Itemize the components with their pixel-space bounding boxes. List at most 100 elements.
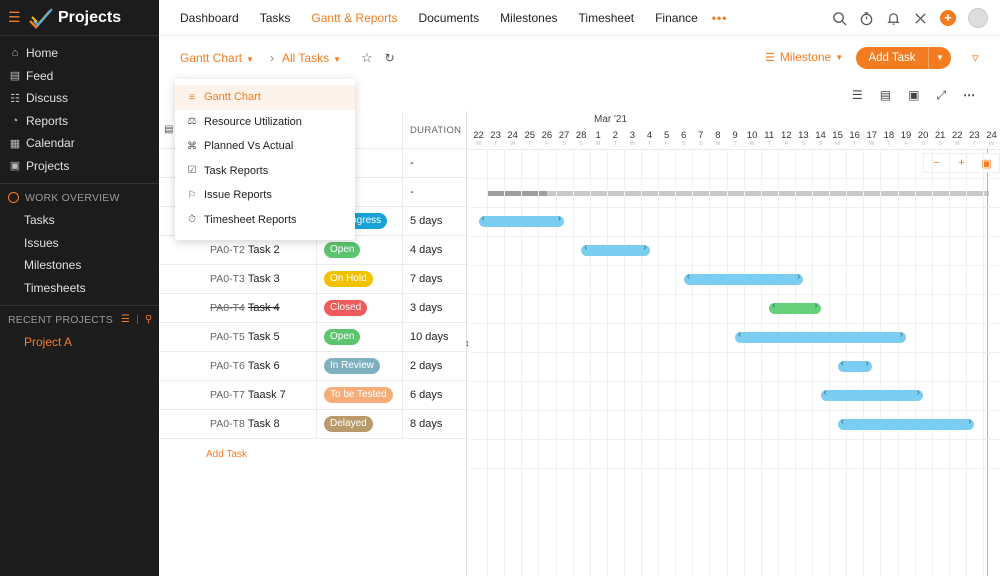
recent-project-item[interactable]: Project A	[24, 335, 73, 350]
task-filter-selector[interactable]: All Tasks ▼	[282, 51, 341, 65]
gantt-bar[interactable]	[820, 387, 924, 401]
brand-bar: ☰ Projects	[0, 0, 159, 36]
day-gridline	[743, 149, 745, 576]
gantt-bar[interactable]	[478, 213, 565, 227]
pane-splitter[interactable]	[466, 111, 467, 576]
weekday-label: F	[545, 141, 549, 147]
table-row[interactable]: PA0-T8 Task 8 Delayed 8 days	[159, 410, 469, 439]
work-overview-item-issues[interactable]: Issues	[24, 235, 59, 250]
weekday-label: T	[887, 141, 891, 147]
status-badge[interactable]: Delayed	[324, 416, 373, 432]
timer-icon[interactable]	[859, 11, 874, 26]
add-task-dropdown-button[interactable]: ▼	[928, 47, 951, 69]
duration-value: 4 days	[410, 244, 443, 256]
day-gridline	[726, 149, 728, 576]
tab-tasks[interactable]: Tasks	[259, 10, 291, 25]
table-row[interactable]: PA0-T4 Task 4 Closed 3 days	[159, 294, 469, 323]
bell-icon[interactable]	[886, 11, 901, 26]
tab-documents[interactable]: Documents	[418, 10, 480, 25]
hamburger-menu-icon[interactable]: ☰	[8, 9, 21, 25]
status-badge[interactable]: In Review	[324, 358, 380, 374]
status-badge[interactable]: Open	[324, 329, 361, 345]
discuss-icon: ☷	[10, 92, 20, 105]
settings-sliders-icon[interactable]: ☰	[120, 314, 131, 325]
sidebar-item-reports[interactable]: ◔ Reports	[0, 110, 159, 133]
filter-icon[interactable]: ▿	[972, 50, 979, 65]
status-badge[interactable]: To be Tested	[324, 387, 393, 403]
sidebar-item-feed[interactable]: ▤ Feed	[0, 65, 159, 88]
milestone-selector[interactable]: ☰ Milestone ▼	[765, 50, 843, 64]
favorite-star-icon[interactable]: ☆	[361, 50, 373, 65]
sidebar-item-calendar[interactable]: ▦ Calendar	[0, 132, 159, 155]
tab-finance[interactable]: Finance	[655, 10, 698, 25]
zoom-in-button[interactable]: +	[958, 157, 965, 169]
more-tabs-button[interactable]: •••	[711, 10, 728, 25]
month-label: Mar '21	[594, 114, 628, 125]
add-task-button[interactable]: Add Task	[856, 47, 928, 69]
work-overview-item-tasks[interactable]: Tasks	[24, 213, 55, 228]
work-overview-item-milestones[interactable]: Milestones	[24, 258, 82, 273]
group-icon[interactable]: ☰	[852, 88, 863, 102]
task-name[interactable]: Task 4	[247, 302, 280, 314]
expand-icon[interactable]: ⤢	[936, 88, 947, 102]
sidebar-item-discuss[interactable]: ☷ Discuss	[0, 87, 159, 110]
gantt-timeline: Mar '21 − + ▣ 22 M 23 T 24 W 25 T 26 F 27 S 28 S 1 M 2 T 3…	[470, 111, 1000, 576]
print-icon[interactable]: ▤	[879, 88, 892, 102]
splitter-grip-icon[interactable]: ↕	[465, 338, 470, 348]
summary-bar[interactable]	[487, 191, 989, 196]
add-task-link[interactable]: Add Task	[206, 449, 247, 460]
quick-add-button[interactable]: +	[940, 10, 956, 26]
status-badge[interactable]: Closed	[324, 300, 368, 316]
calendar-icon[interactable]: ▣	[981, 157, 992, 170]
gantt-bar[interactable]	[837, 416, 975, 430]
gantt-bar[interactable]	[735, 329, 907, 343]
menu-item-timesheet-reports[interactable]: ⏱ Timesheet Reports	[175, 208, 355, 233]
sidebar-item-home[interactable]: ⌂ Home	[0, 42, 159, 65]
day-label: 20	[917, 130, 929, 141]
table-row[interactable]: PA0-T2 Task 2 Open 4 days	[159, 236, 469, 265]
task-name[interactable]: Task 8	[247, 418, 280, 430]
refresh-icon[interactable]: ↻	[384, 51, 395, 65]
grid-settings-icon[interactable]: ▤	[164, 124, 174, 135]
task-name[interactable]: Task 2	[247, 244, 280, 256]
task-name[interactable]: Task 6	[247, 360, 280, 372]
tab-milestones[interactable]: Milestones	[500, 10, 558, 25]
calendar-icon[interactable]: ▣	[908, 88, 920, 102]
tab-gantt-reports[interactable]: Gantt & Reports	[311, 10, 398, 25]
menu-item-task-reports[interactable]: ☑ Task Reports	[175, 159, 355, 184]
gantt-bar[interactable]	[683, 271, 804, 285]
status-badge[interactable]: Open	[324, 242, 361, 258]
tab-dashboard[interactable]: Dashboard	[180, 10, 239, 25]
work-overview-item-timesheets[interactable]: Timesheets	[24, 280, 86, 295]
column-divider	[402, 381, 403, 409]
menu-item-gantt-chart[interactable]: ≡ Gantt Chart	[175, 85, 355, 110]
task-name[interactable]: Task 3	[247, 273, 280, 285]
table-row[interactable]: PA0-T3 Task 3 On Hold 7 days	[159, 265, 469, 294]
view-selector[interactable]: Gantt Chart ▼	[180, 51, 254, 65]
view-dropdown-menu: ≡ Gantt Chart ⚖ Resource Utilization ⌘ Planne…	[175, 79, 355, 240]
more-options-icon[interactable]: ⋯	[963, 88, 976, 102]
gantt-bar[interactable]	[769, 300, 821, 314]
zoom-out-button[interactable]: −	[933, 157, 940, 169]
table-row[interactable]: PA0-T6 Task 6 In Review 2 days	[159, 352, 469, 381]
task-key: PA0-T6 Task 6	[210, 360, 280, 372]
sidebar-item-projects[interactable]: ▣ Projects	[0, 155, 159, 178]
task-name[interactable]: Task 5	[247, 331, 280, 343]
tools-icon[interactable]	[913, 11, 928, 26]
search-icon[interactable]: ⚲	[144, 314, 153, 325]
task-name[interactable]: Taask 7	[247, 389, 286, 401]
table-row[interactable]: PA0-T7 Taask 7 To be Tested 6 days	[159, 381, 469, 410]
duration-header: DURATION	[410, 125, 462, 136]
day-gridline	[692, 149, 694, 576]
search-icon[interactable]	[832, 11, 847, 26]
table-row[interactable]: PA0-T5 Task 5 Open 10 days	[159, 323, 469, 352]
menu-item-resource-utilization[interactable]: ⚖ Resource Utilization	[175, 110, 355, 135]
gantt-bar[interactable]	[837, 358, 872, 372]
chevron-down-icon: ▼	[246, 55, 254, 64]
gantt-bar[interactable]	[581, 242, 650, 256]
user-avatar[interactable]	[968, 8, 988, 28]
tab-timesheet[interactable]: Timesheet	[578, 10, 635, 25]
menu-item-issue-reports[interactable]: ⚐ Issue Reports	[175, 183, 355, 208]
menu-item-planned-vs-actual[interactable]: ⌘ Planned Vs Actual	[175, 134, 355, 159]
status-badge[interactable]: On Hold	[324, 271, 373, 287]
